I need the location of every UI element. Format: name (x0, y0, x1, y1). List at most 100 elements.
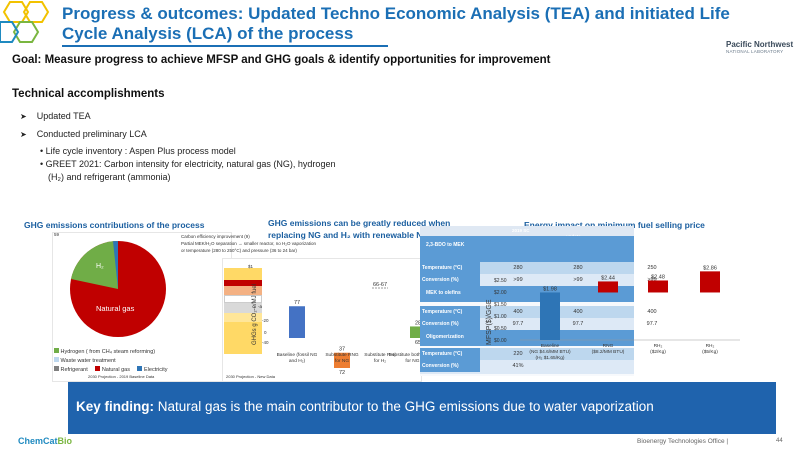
table-section-oligo: Oligomerization (420, 330, 634, 346)
note-line: Carbon efficiency improvement (9) (181, 234, 250, 239)
legend-swatch (54, 366, 59, 371)
goal-statement: Goal: Measure progress to achieve MFSP a… (12, 54, 551, 66)
mfsp-category-label: (NG $4.6/MM BTU) (529, 349, 571, 355)
sub-bullet: • GREET 2021: Carbon intensity for elect… (40, 159, 336, 169)
mfsp-ytick-label: $2.50 (494, 278, 507, 284)
table-section-bdo: 2,3-BDO to MEK (420, 236, 634, 264)
legend-swatch (54, 357, 59, 362)
mfsp-bar (598, 281, 618, 293)
stack-segment (224, 313, 262, 322)
stack-segment (224, 286, 262, 295)
waterfall-value-label: 66-67 (373, 282, 387, 288)
note-line: Partial MEK/H₂O separation → smaller rea… (181, 241, 317, 246)
title-underline (62, 45, 388, 47)
sub-bullet: • Life cycle inventory : Aspen Plus proc… (40, 146, 236, 156)
table-section-label: Oligomerization (426, 334, 464, 340)
mfsp-value-label: $2.44 (601, 275, 615, 281)
logo-sub: NATIONAL LABORATORY (726, 49, 784, 54)
logo-name: Pacific Northwest (726, 40, 794, 49)
chemcatbio-logo: ChemCatBio (18, 436, 73, 446)
mfsp-category-label: Baseline (541, 343, 560, 349)
waterfall-category-label: for H₂ (374, 358, 386, 364)
stack-segment (224, 268, 262, 280)
stack-segment (224, 322, 262, 354)
waterfall-category-label: for NG & H₂ (405, 358, 420, 364)
mfsp-category-label: ($2/Kg) (650, 349, 666, 355)
table-row: Conversion (%) >99 >99 >99 (420, 274, 657, 286)
legend-item: Waste water treatment (54, 357, 116, 364)
bullet-item: ➤ Conducted preliminary LCA (20, 129, 147, 139)
pie-axis-label: 59 (54, 232, 60, 237)
mfsp-value-label: $2.48 (651, 274, 665, 280)
waterfall-tick-label: $1 (248, 264, 254, 269)
mfsp-ytick-label: $1.00 (494, 314, 507, 320)
pie-footnote: 2030 Projection - 2019 Baseline Data (88, 374, 155, 379)
note-line: or temperature (280 to 250°C) and pressu… (181, 248, 297, 253)
pie-title: GHG emissions contributions of the proce… (24, 220, 205, 230)
legend-swatch (95, 366, 101, 371)
bullet-item: ➤ Updated TEA (20, 111, 91, 121)
mfsp-value-label: $1.98 (543, 286, 557, 292)
mfsp-ytick-label: $0.00 (494, 338, 507, 344)
mfsp-ytick-label: $1.50 (494, 302, 507, 308)
hexagon-logo-icon (0, 0, 50, 43)
mfsp-bar (648, 280, 668, 293)
mfsp-bar (540, 292, 560, 340)
mfsp-ytick-label: $2.00 (494, 290, 507, 296)
table-section-olefins: MEK to olefins (420, 286, 634, 302)
waterfall-low-label: 72 (339, 370, 345, 376)
waterfall-bar (289, 306, 305, 338)
table-row: Conversion (%) 41% (420, 360, 634, 374)
waterfall-tick-label: -40 (262, 340, 269, 345)
table-row: Conversion (%) 97.7 97.7 97.7 (420, 318, 657, 330)
mfsp-chart: $0.00 $0.50 $1.00 $1.50 $2.00 $2.50 $1.98 Basel… (494, 265, 740, 361)
waterfall-value-label: 28 (415, 320, 420, 326)
table-section-label: MEK to olefins (426, 290, 461, 296)
sub-bullet-cont: (H₂) and refrigerant (ammonia) (48, 172, 171, 182)
page-title: Progress & outcomes: Updated Techno Econ… (62, 4, 730, 43)
waterfall-tick-label: -20 (262, 318, 269, 323)
table-section-label: 2,3-BDO to MEK (426, 242, 465, 248)
legend-item: Hydrogen ( from CH₄ steam reforming) (54, 348, 155, 355)
mfsp-category-label: ($5/Kg) (702, 349, 718, 355)
waterfall-category-label: for NG (335, 358, 349, 364)
arrow-bullet-icon: ➤ (20, 112, 27, 121)
mfsp-category-label: ($8.2/MM BTU) (592, 349, 625, 355)
mfsp-category-label: RH₂ (706, 343, 715, 349)
waterfall-category-label: Substitute RNG (325, 352, 359, 358)
waterfall-bar (334, 352, 350, 368)
mfsp-bar (700, 271, 720, 293)
pie-slice-hydrogen (71, 240, 118, 289)
key-finding-text: Key finding: Natural gas is the main con… (76, 399, 654, 414)
waterfall-footnote: 2030 Projection - New Data (226, 374, 275, 379)
mfsp-category-label: RNG (603, 343, 614, 349)
legend-swatch (137, 366, 143, 371)
footer-office: Bioenergy Technologies Office | (637, 438, 729, 445)
waterfall-category-label: and H₂) (289, 358, 306, 364)
mfsp-category-label: RH₂ (654, 343, 663, 349)
energy-title: Energy impact on minimum fuel selling pr… (524, 220, 705, 230)
waterfall-title-2: replacing NG and H₂ with renewable NG an… (268, 230, 459, 240)
process-table: 2019 SC update update 2,3-BDO to MEK Tem… (420, 226, 663, 376)
waterfall-title-1: GHG emissions can be greatly reduced whe… (268, 218, 451, 228)
waterfall-value-label: 37 (339, 347, 345, 353)
table-header-row: 2019 SC update update (420, 226, 663, 239)
pie-chart (70, 240, 166, 337)
table-col-2019: 2019 SC (512, 228, 530, 233)
pie-label-ng: Natural gas (96, 304, 135, 313)
waterfall-tick-label: -a (258, 304, 263, 309)
waterfall-tick-label: 0 (264, 330, 267, 335)
page-number: 44 (776, 438, 783, 444)
legend-swatch (54, 348, 59, 353)
arrow-bullet-icon: ➤ (20, 130, 27, 139)
waterfall-low-label: 65 (415, 340, 420, 346)
pie-slice-electricity (113, 241, 118, 289)
waterfall-category-label: Substitute both RNG & RH₂ (389, 352, 420, 358)
waterfall-value-label: 77 (294, 300, 300, 306)
table-row: Temperature (°C) 220 (420, 348, 634, 360)
stack-segment (224, 280, 262, 286)
stack-segment (224, 303, 262, 313)
stacked-breakdown-bar (224, 268, 262, 354)
table-row: Temperature (°C) 400 400 400 (420, 306, 657, 318)
